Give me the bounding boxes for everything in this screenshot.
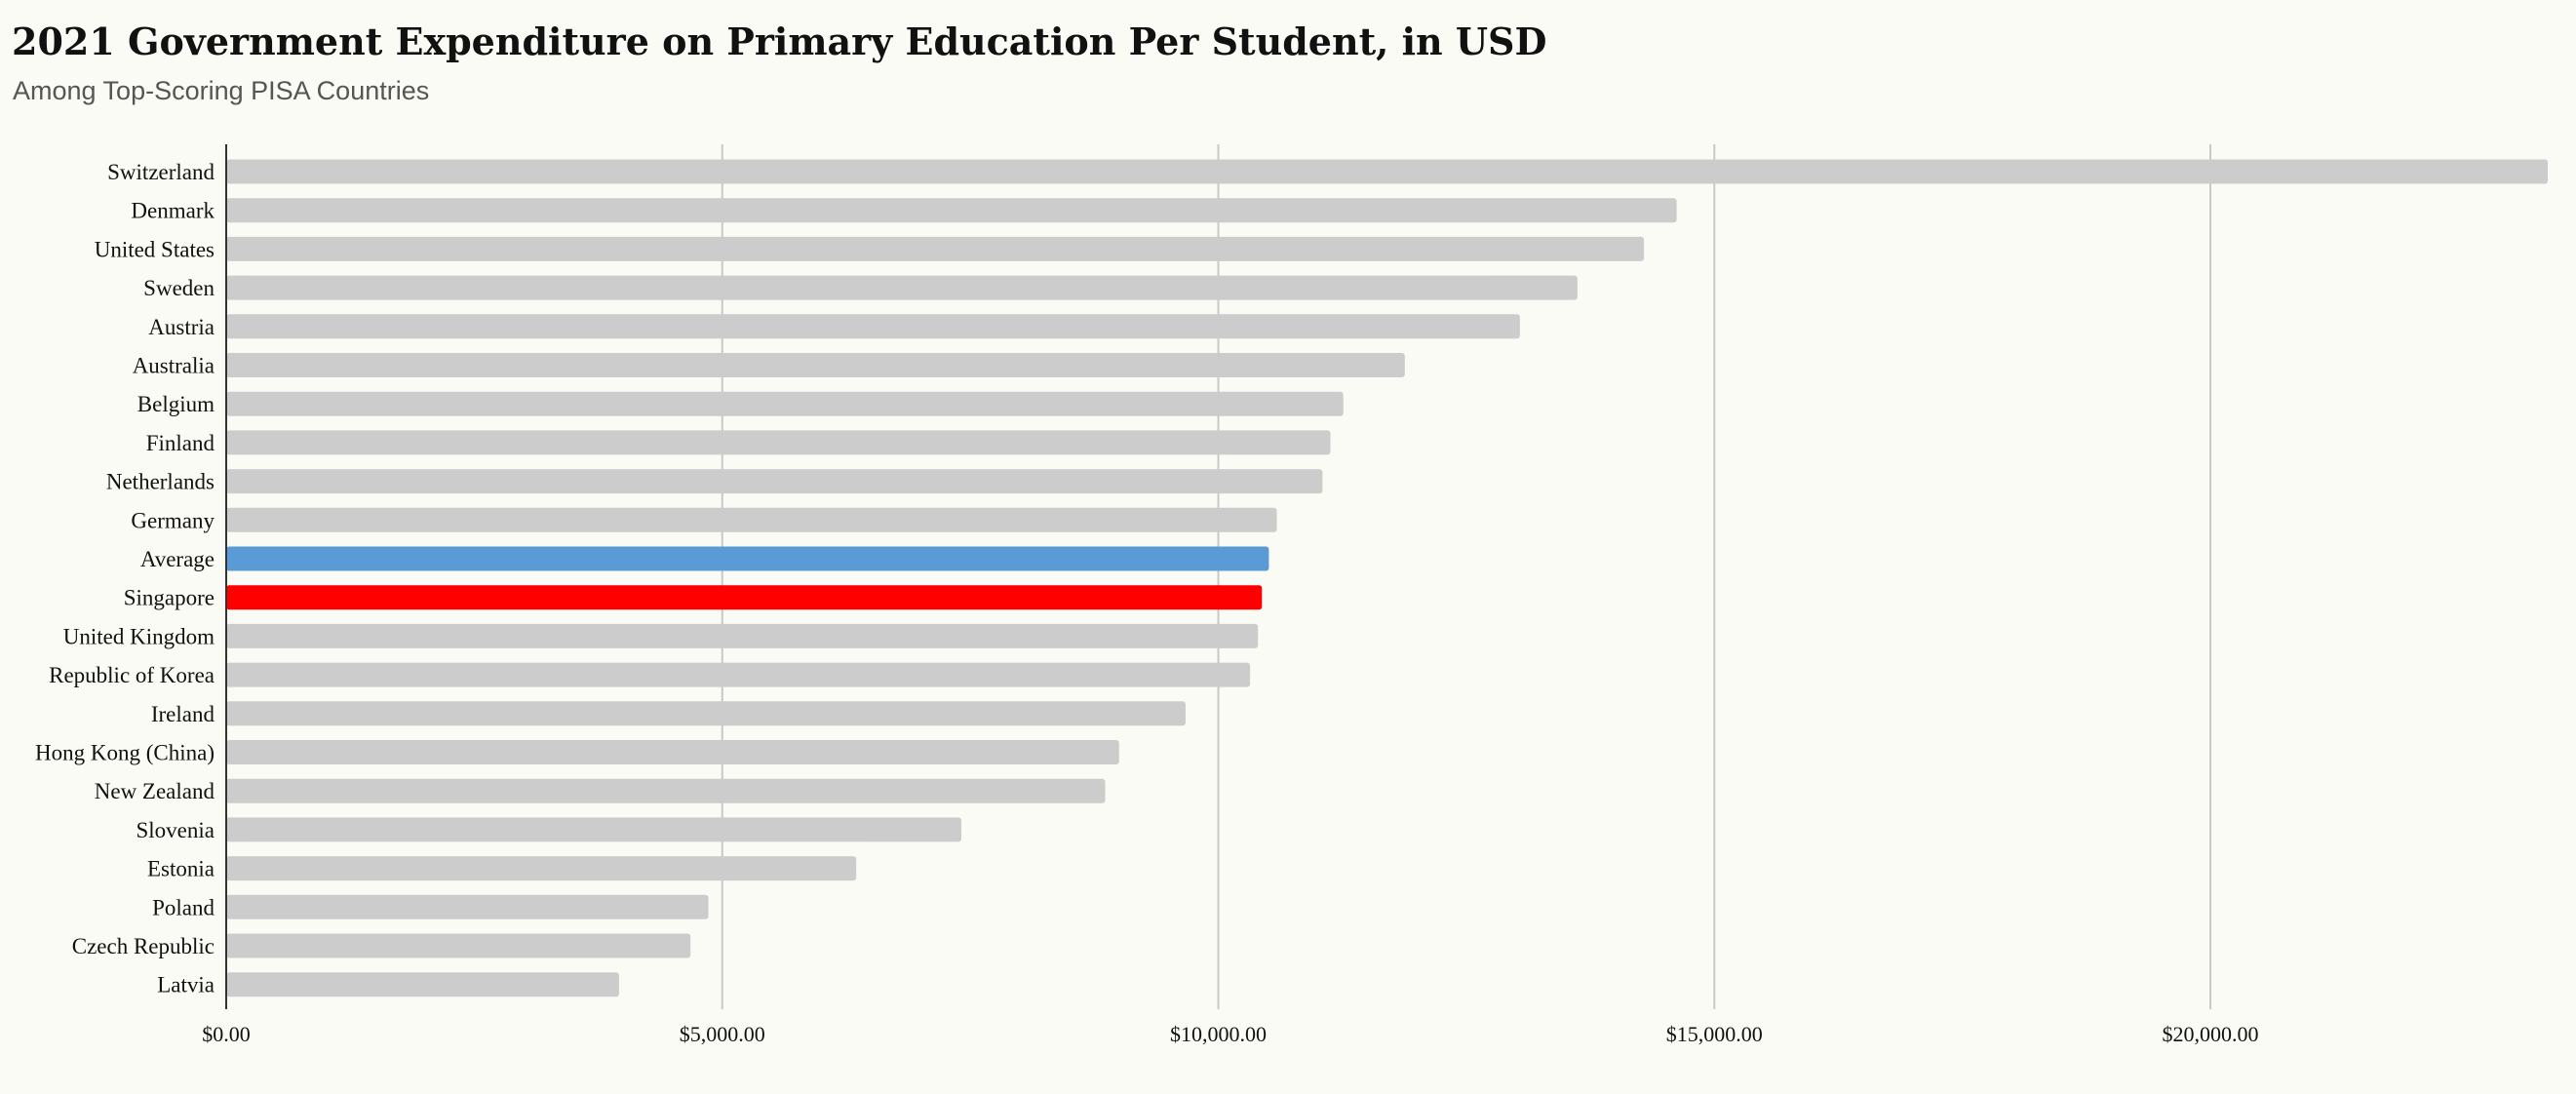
category-label-australia: Australia [133, 354, 215, 378]
bar-ireland [226, 701, 1186, 726]
category-label-netherlands: Netherlands [106, 470, 215, 494]
category-label-estonia: Estonia [147, 857, 215, 881]
gridlines [721, 144, 2212, 1009]
bar-singapore [226, 585, 1263, 610]
bar-united-states [226, 236, 1645, 261]
bar-austria [226, 314, 1520, 339]
category-label-poland: Poland [152, 895, 215, 919]
bar-latvia [226, 972, 619, 997]
bar-germany [226, 507, 1277, 532]
bar-denmark [226, 198, 1677, 223]
category-label-united-states: United States [95, 237, 215, 261]
category-label-austria: Austria [148, 315, 215, 339]
bar-czech-republic [226, 933, 691, 958]
bar-slovenia [226, 817, 961, 842]
category-label-slovenia: Slovenia [137, 818, 215, 842]
category-label-belgium: Belgium [137, 392, 215, 416]
bar-hong-kong-china [226, 740, 1119, 764]
bar-average [226, 546, 1269, 571]
x-tick-label: $20,000.00 [2163, 1022, 2259, 1046]
category-label-czech-republic: Czech Republic [72, 934, 215, 958]
category-label-average: Average [140, 547, 215, 571]
bar-estonia [226, 856, 857, 881]
bar-poland [226, 894, 709, 919]
bars [226, 159, 2548, 997]
x-tick-label: $5,000.00 [680, 1022, 765, 1046]
x-axis-ticks: $0.00 $5,000.00 $10,000.00 $15,000.00 $20,00… [202, 1022, 2258, 1046]
category-label-united-kingdom: United Kingdom [63, 624, 215, 648]
bar-sweden [226, 275, 1578, 300]
bar-republic-of-korea [226, 662, 1251, 687]
category-label-hong-kong-china: Hong Kong (China) [35, 741, 215, 765]
chart-subtitle: Among Top-Scoring PISA Countries [13, 76, 430, 105]
category-label-ireland: Ireland [151, 702, 215, 726]
x-tick-label: $10,000.00 [1170, 1022, 1267, 1046]
bar-netherlands [226, 469, 1323, 494]
category-label-sweden: Sweden [143, 276, 215, 300]
category-labels: Switzerland Denmark United States Sweden Aus… [35, 160, 215, 997]
chart-title: 2021 Government Expenditure on Primary E… [12, 20, 1547, 63]
bar-australia [226, 353, 1405, 377]
category-label-latvia: Latvia [157, 973, 215, 997]
category-label-denmark: Denmark [131, 199, 215, 223]
bar-finland [226, 430, 1331, 455]
bar-united-kingdom [226, 623, 1259, 648]
x-tick-label: $0.00 [202, 1022, 251, 1046]
category-label-republic-of-korea: Republic of Korea [49, 663, 215, 687]
category-label-germany: Germany [131, 508, 215, 532]
category-label-switzerland: Switzerland [107, 160, 215, 184]
category-label-finland: Finland [146, 431, 215, 455]
bar-belgium [226, 391, 1344, 416]
category-label-new-zealand: New Zealand [95, 779, 215, 803]
category-label-singapore: Singapore [124, 586, 215, 610]
bar-switzerland [226, 159, 2548, 184]
bar-new-zealand [226, 778, 1106, 803]
x-tick-label: $15,000.00 [1666, 1022, 1763, 1046]
